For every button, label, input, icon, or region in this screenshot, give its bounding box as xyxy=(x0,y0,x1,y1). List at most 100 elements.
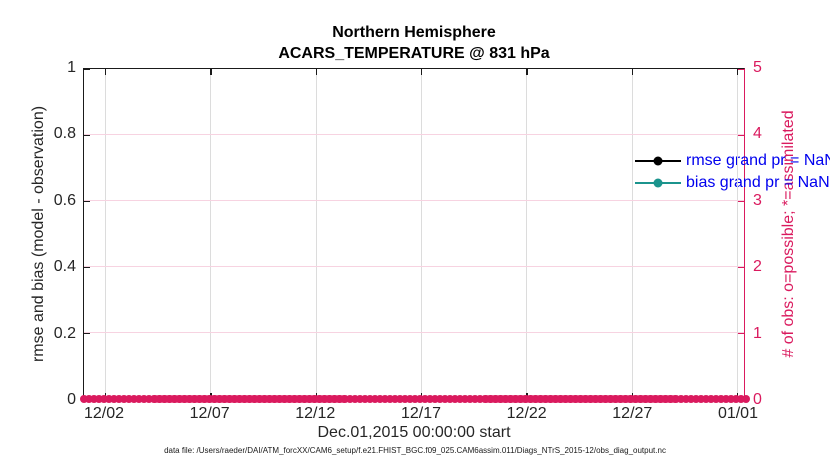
obs-count-marker xyxy=(330,394,340,404)
obs-count-marker xyxy=(315,394,324,404)
y-tick-mark-left xyxy=(84,267,90,269)
obs-count-marker xyxy=(190,394,199,404)
obs-count-marker xyxy=(460,394,470,404)
obs-count-marker xyxy=(355,394,365,404)
x-tick-mark-top xyxy=(420,69,423,75)
y-tick-mark-left xyxy=(84,135,90,137)
obs-count-marker xyxy=(711,394,721,404)
obs-count-marker xyxy=(561,394,570,404)
obs-count-marker xyxy=(99,394,109,404)
x-tick-label: 12/22 xyxy=(506,405,547,422)
obs-count-marker xyxy=(420,394,430,404)
obs-count-marker xyxy=(129,394,139,404)
y-tick-mark-left xyxy=(84,333,90,335)
obs-count-marker xyxy=(410,394,420,404)
y-tick-mark-right xyxy=(738,267,744,269)
obs-count-marker xyxy=(265,394,274,404)
obs-count-marker xyxy=(696,394,706,404)
x-gridline xyxy=(737,69,738,399)
x-tick-mark-top xyxy=(526,69,528,75)
obs-count-marker xyxy=(270,394,279,404)
obs-count-marker xyxy=(511,394,520,404)
y-tick-mark-right xyxy=(738,69,744,71)
obs-count-marker xyxy=(220,394,229,404)
obs-count-marker xyxy=(495,394,505,404)
obs-count-marker xyxy=(159,394,169,404)
obs-count-marker xyxy=(440,394,450,404)
obs-count-marker xyxy=(365,394,375,404)
x-gridline xyxy=(104,69,106,399)
obs-count-marker xyxy=(656,394,666,404)
obs-count-marker xyxy=(84,394,94,404)
obs-count-marker xyxy=(445,394,455,404)
obs-count-marker xyxy=(154,394,164,404)
obs-count-marker xyxy=(551,394,560,404)
obs-count-marker xyxy=(485,394,495,404)
obs-count-marker xyxy=(716,394,726,404)
obs-count-marker xyxy=(541,394,550,404)
obs-count-marker xyxy=(139,394,149,404)
obs-count-marker xyxy=(275,394,284,404)
obs-count-marker xyxy=(195,394,204,404)
obs-count-marker xyxy=(390,394,400,404)
obs-count-marker xyxy=(174,394,184,404)
obs-count-marker xyxy=(546,394,555,404)
plot-area: rmse grand pr = NaN bias grand pr = NaN xyxy=(79,68,830,404)
obs-count-marker xyxy=(310,394,319,404)
obs-count-marker xyxy=(200,394,209,404)
obs-count-marker xyxy=(400,394,410,404)
legend-entry: rmse grand pr = NaN xyxy=(635,150,830,172)
x-tick-label: 12/12 xyxy=(295,405,336,422)
obs-count-marker xyxy=(621,394,630,404)
legend-line-sample xyxy=(635,156,681,166)
obs-count-marker xyxy=(285,394,294,404)
x-tick-label: 12/17 xyxy=(400,405,442,422)
obs-count-marker xyxy=(636,394,645,404)
obs-count-marker xyxy=(435,394,445,404)
obs-count-marker xyxy=(596,394,605,404)
obs-count-marker xyxy=(360,394,370,404)
obs-count-marker xyxy=(571,394,580,404)
x-tick-mark-top xyxy=(737,69,739,75)
data-file-footer: data file: /Users/raeder/DAI/ATM_forcXX/… xyxy=(164,446,666,455)
obs-count-marker xyxy=(681,394,691,404)
y-gridline xyxy=(84,200,744,201)
obs-count-marker xyxy=(89,394,99,404)
obs-count-marker xyxy=(586,394,595,404)
obs-count-marker xyxy=(576,394,585,404)
y-tick-label-right: 2 xyxy=(753,258,762,276)
x-gridline xyxy=(631,69,633,399)
obs-count-marker xyxy=(661,394,671,404)
obs-count-marker xyxy=(320,394,330,404)
obs-count-marker xyxy=(295,394,304,404)
x-tick-mark-top xyxy=(104,69,107,75)
x-tick-mark-top xyxy=(631,69,634,75)
x-tick-mark-top xyxy=(315,69,317,75)
obs-count-marker xyxy=(240,394,249,404)
obs-count-marker xyxy=(601,394,610,404)
obs-count-marker xyxy=(305,394,314,404)
obs-count-marker xyxy=(350,394,360,404)
y-tick-label-left: 0.8 xyxy=(53,125,76,143)
obs-count-marker xyxy=(250,394,259,404)
obs-count-marker xyxy=(255,394,264,404)
y-tick-label-right: 1 xyxy=(753,324,762,342)
obs-count-marker xyxy=(340,394,350,404)
obs-count-marker xyxy=(380,394,390,404)
obs-count-marker xyxy=(260,394,269,404)
obs-count-marker xyxy=(230,394,239,404)
obs-count-marker xyxy=(180,394,189,404)
x-tick-mark-top xyxy=(210,69,212,75)
obs-count-marker xyxy=(405,394,415,404)
obs-count-marker xyxy=(164,394,174,404)
obs-count-marker xyxy=(536,394,545,404)
legend-circle-marker-icon xyxy=(653,178,663,188)
obs-count-marker xyxy=(149,394,159,404)
y-tick-mark-left xyxy=(84,69,90,71)
obs-count-marker xyxy=(280,394,289,404)
obs-count-marker xyxy=(500,394,510,404)
obs-count-marker xyxy=(210,394,219,404)
obs-count-marker xyxy=(465,394,475,404)
obs-count-marker xyxy=(470,394,480,404)
